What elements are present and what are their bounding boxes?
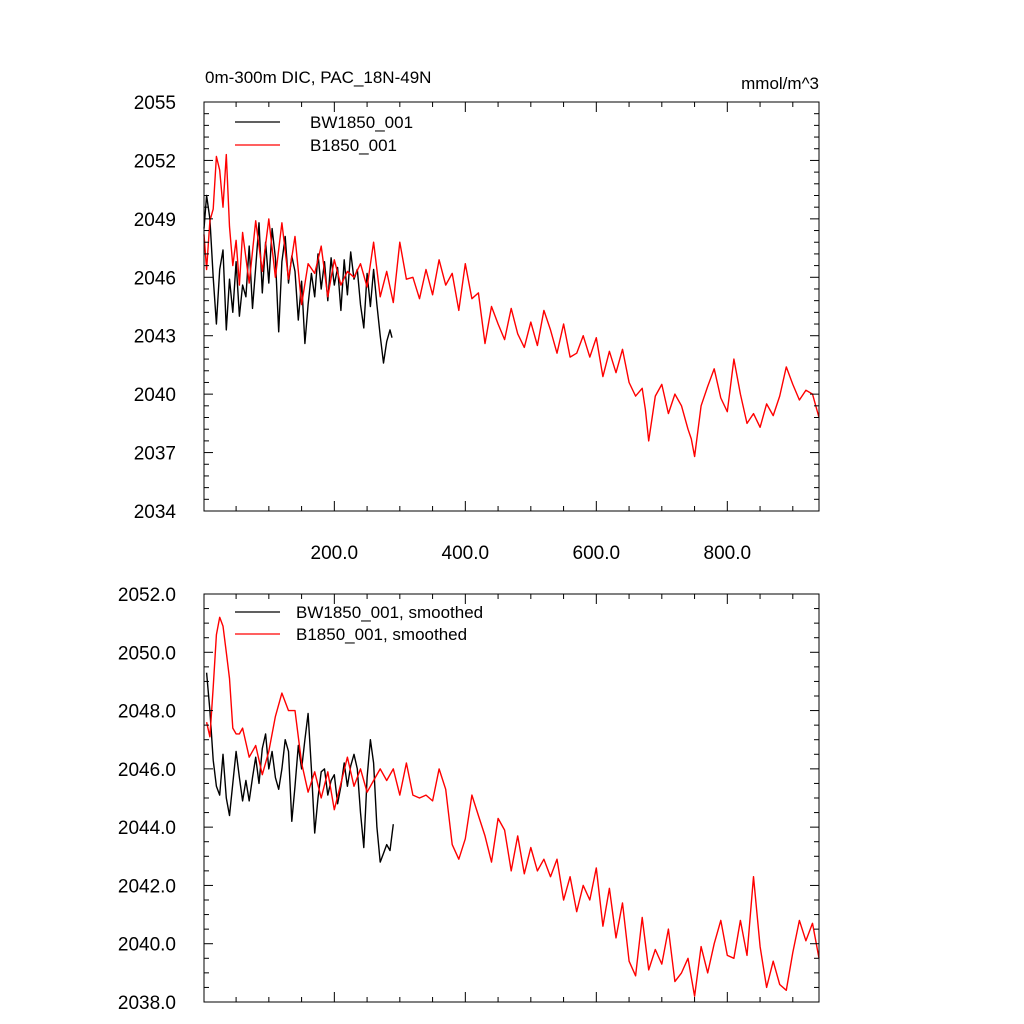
axes: 2034 2037 2040 2043 2046 2049 2052 2055 200.0 400… <box>134 93 819 564</box>
chart-title-right: mmol/m^3 <box>741 74 819 93</box>
y-tick-label: 2046 <box>134 268 176 289</box>
axes: 2038.0 2040.0 2042.0 2044.0 2046.0 2048.0 2050… <box>118 585 819 1014</box>
y-tick-label: 2046.0 <box>118 760 176 781</box>
y-tick-label: 2048.0 <box>118 702 176 723</box>
x-tick-label: 400.0 <box>442 543 490 564</box>
legend: BW1850_001, smoothed B1850_001, smoothed <box>235 603 483 644</box>
y-tick-label: 2050.0 <box>118 643 176 664</box>
series-lines <box>205 616 820 997</box>
plot-frame <box>203 101 820 512</box>
y-tick-label: 2037 <box>134 444 176 465</box>
series-lines <box>203 153 820 458</box>
legend-label-bw1850: BW1850_001 <box>310 113 413 132</box>
chart-title-left: 0m-300m DIC, PAC_18N-49N <box>205 68 431 87</box>
y-tick-label: 2055 <box>134 93 176 114</box>
panel-smoothed: 2038.0 2040.0 2042.0 2044.0 2046.0 2048.0 2050… <box>118 585 820 1014</box>
y-tick-label: 2052.0 <box>118 585 176 606</box>
legend-label-b1850-smoothed: B1850_001, smoothed <box>296 625 467 644</box>
series-line-0-1 <box>203 153 820 458</box>
series-line-1-1 <box>205 616 820 997</box>
y-tick-label: 2052 <box>134 151 176 172</box>
y-tick-label: 2042.0 <box>118 876 176 897</box>
series-line-0-0 <box>203 194 393 364</box>
legend-label-bw1850-smoothed: BW1850_001, smoothed <box>296 603 483 622</box>
y-tick-label: 2043 <box>134 327 176 348</box>
panel-raw: 0m-300m DIC, PAC_18N-49N mmol/m^3 203420… <box>134 68 820 564</box>
plot-frame <box>203 593 820 1003</box>
y-tick-label: 2040.0 <box>118 935 176 956</box>
y-tick-label: 2034 <box>134 502 177 523</box>
legend: BW1850_001 B1850_001 <box>235 113 413 155</box>
y-tick-label: 2049 <box>134 210 176 231</box>
y-tick-label: 2038.0 <box>118 993 176 1014</box>
series-line-1-0 <box>205 672 394 863</box>
y-tick-label: 2044.0 <box>118 818 176 839</box>
legend-label-b1850: B1850_001 <box>310 136 397 155</box>
x-tick-label: 200.0 <box>311 543 359 564</box>
x-tick-label: 800.0 <box>704 543 752 564</box>
y-tick-label: 2040 <box>134 385 176 406</box>
x-tick-label: 600.0 <box>573 543 621 564</box>
